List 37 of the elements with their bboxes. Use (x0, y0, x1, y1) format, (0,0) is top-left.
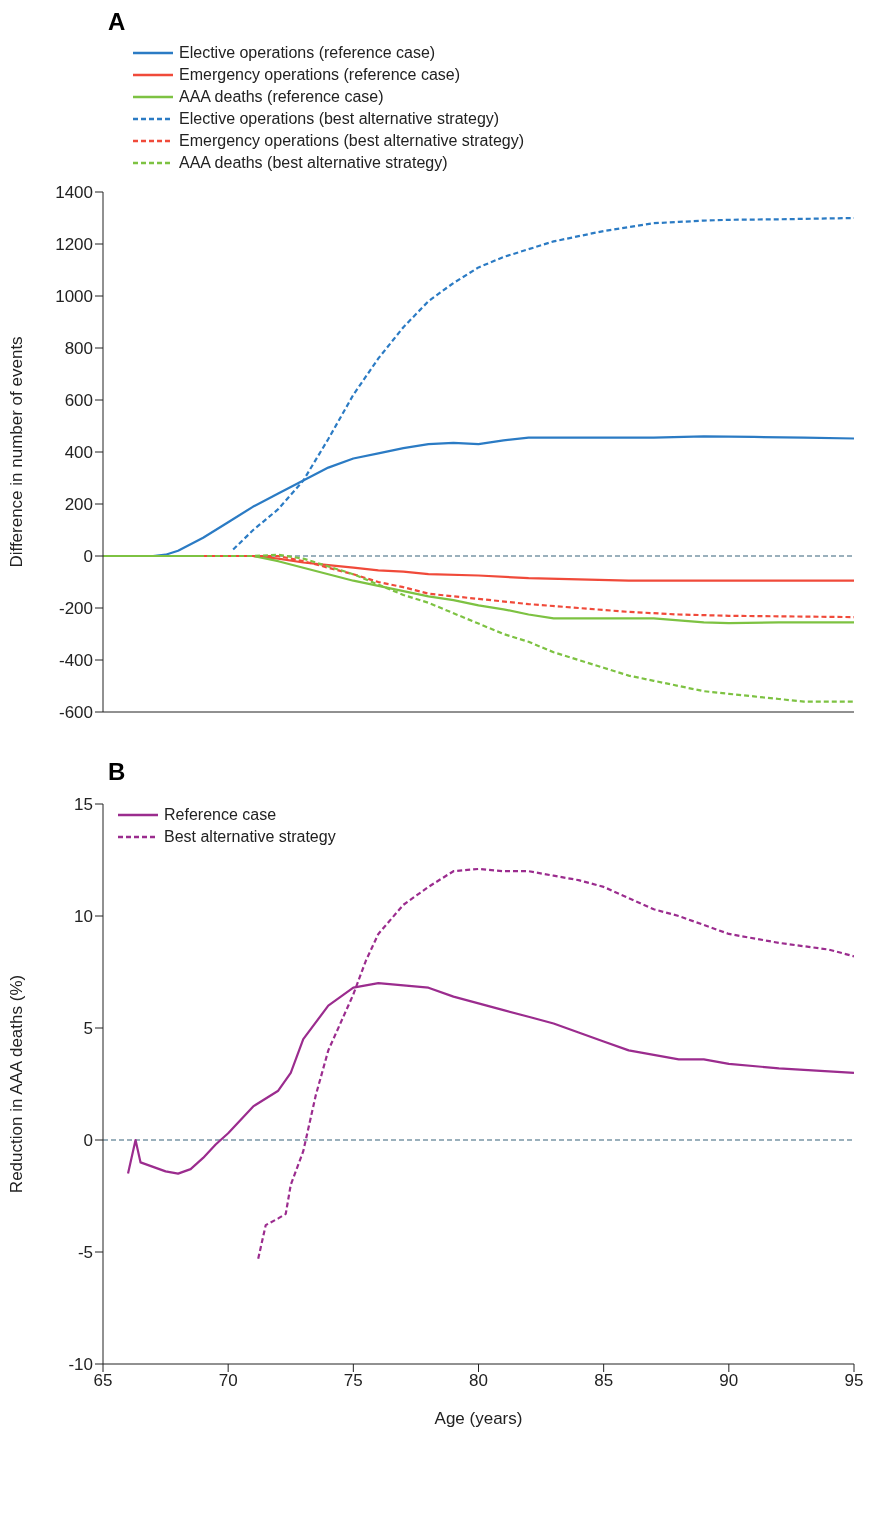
y-tick-label: -200 (58, 599, 93, 619)
legend-label: Emergency operations (best alternative strategy) (179, 132, 525, 150)
y-axis-title: Reduction in AAA deaths (%) (7, 974, 27, 1194)
y-tick-label: -600 (58, 703, 93, 723)
legend-label: Elective operations (best alternative strategy) (179, 110, 500, 128)
legend-label: Best alternative strategy (164, 828, 336, 846)
x-tick-label: 95 (844, 1371, 864, 1391)
legend-label: Reference case (164, 806, 277, 824)
legend-label: Elective operations (reference case) (179, 44, 436, 62)
legend-label: Emergency operations (reference case) (179, 66, 461, 84)
y-tick-label: 5 (83, 1019, 93, 1039)
y-tick-label: 200 (64, 495, 93, 515)
x-tick-label: 85 (594, 1371, 614, 1391)
y-tick-label: 0 (83, 547, 93, 567)
x-axis-title: Age (years) (434, 1409, 523, 1429)
chart-title: B (108, 758, 127, 786)
y-tick-label: -10 (68, 1355, 93, 1375)
x-tick-label: 75 (343, 1371, 363, 1391)
legend-label: AAA deaths (best alternative strategy) (179, 154, 448, 172)
y-tick-label: 1000 (55, 287, 93, 307)
y-tick-label: 800 (64, 339, 93, 359)
y-tick-label: 600 (64, 391, 93, 411)
y-tick-label: -400 (58, 651, 93, 671)
x-tick-label: 65 (93, 1371, 113, 1391)
legend-label: AAA deaths (reference case) (179, 88, 384, 106)
y-tick-label: 10 (74, 907, 93, 927)
x-tick-label: 90 (719, 1371, 739, 1391)
x-tick-label: 80 (469, 1371, 488, 1391)
y-tick-label: 1200 (55, 235, 93, 255)
y-tick-label: 15 (74, 795, 93, 815)
y-tick-label: 1400 (55, 183, 93, 203)
chart-title: A (108, 8, 127, 36)
y-tick-label: 400 (64, 443, 93, 463)
y-axis-title: Difference in number of events (7, 336, 27, 568)
y-tick-label: 0 (83, 1131, 93, 1151)
y-tick-label: -5 (77, 1243, 93, 1263)
x-tick-label: 70 (218, 1371, 238, 1391)
